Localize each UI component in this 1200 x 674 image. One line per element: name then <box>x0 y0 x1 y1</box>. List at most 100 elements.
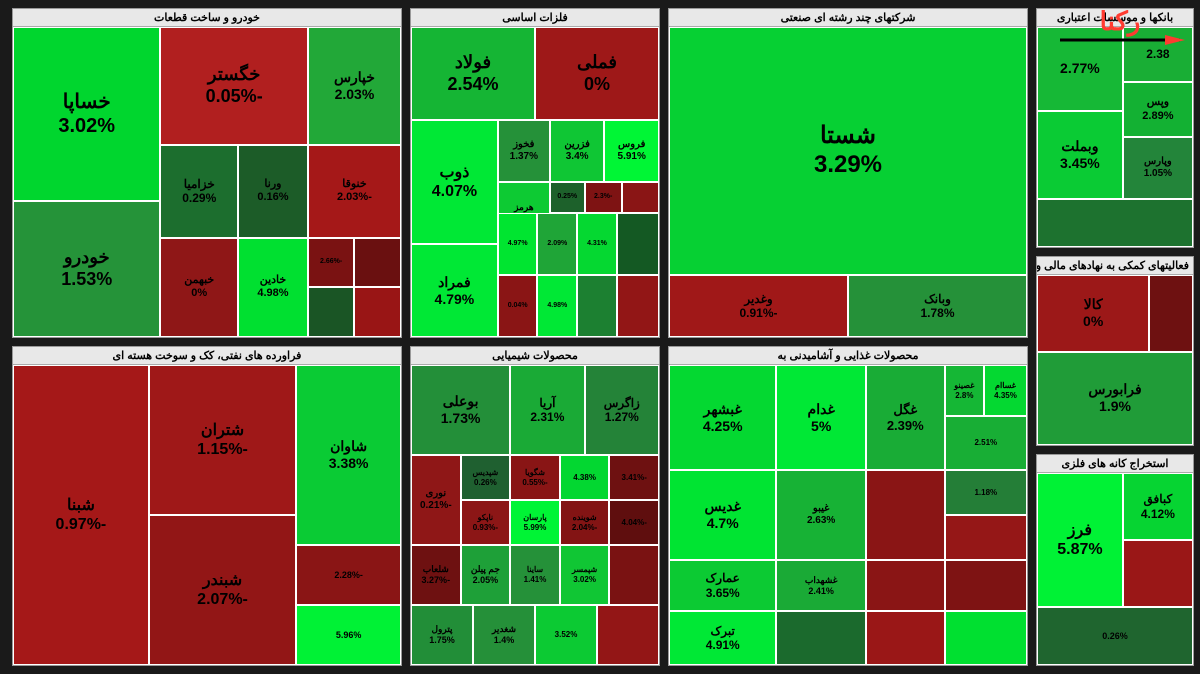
treemap-cell[interactable]: غگل2.39% <box>866 365 945 470</box>
treemap-cell[interactable] <box>354 238 401 288</box>
treemap-cell[interactable]: آریا2.31% <box>510 365 584 455</box>
treemap-cell[interactable]: -2.3% <box>585 182 622 213</box>
treemap-cell[interactable]: زاگرس1.27% <box>585 365 659 455</box>
treemap-cell[interactable]: -2.66% <box>308 238 355 288</box>
treemap-cell[interactable]: خگستر-0.05% <box>160 27 307 145</box>
treemap-cell[interactable]: شبنا-0.97% <box>13 365 149 665</box>
treemap-cell[interactable]: خبهمن0% <box>160 238 238 337</box>
treemap-cell[interactable]: شاوان3.38% <box>296 365 401 545</box>
treemap-cell[interactable]: وپارس1.05% <box>1123 137 1193 199</box>
treemap-cell[interactable]: 3.52% <box>535 605 597 665</box>
treemap-cell[interactable]: وپس2.89% <box>1123 82 1193 137</box>
treemap-cell[interactable]: خساپا3.02% <box>13 27 160 201</box>
treemap-cell[interactable]: غصینو2.8% <box>945 365 984 416</box>
treemap-cell[interactable] <box>597 605 659 665</box>
treemap-cell[interactable]: شبندر-2.07% <box>149 515 296 665</box>
treemap-cell[interactable]: کبافق4.12% <box>1123 473 1193 540</box>
treemap-cell[interactable] <box>1123 540 1193 607</box>
treemap-cell[interactable]: 5.96% <box>296 605 401 665</box>
treemap-cell[interactable] <box>609 545 659 605</box>
treemap-cell[interactable]: خادین4.98% <box>238 238 308 337</box>
treemap-cell[interactable] <box>945 611 1027 665</box>
treemap-cell[interactable]: غدام5% <box>776 365 866 470</box>
treemap-cell[interactable]: 4.38% <box>560 455 610 500</box>
treemap-cell[interactable]: شپدیس0.26% <box>461 455 511 500</box>
treemap-cell[interactable]: فولاد2.54% <box>411 27 535 120</box>
cell-percent: 5.91% <box>618 151 646 163</box>
treemap-cell[interactable] <box>577 275 617 337</box>
treemap-cell[interactable]: خنوقا-2.03% <box>308 145 401 238</box>
treemap-cell[interactable]: فزرین3.4% <box>550 120 605 182</box>
treemap-cell[interactable]: ذوب4.07% <box>411 120 498 244</box>
treemap-cell[interactable]: جم پیلن2.05% <box>461 545 511 605</box>
treemap-cell[interactable]: بوعلی1.73% <box>411 365 510 455</box>
treemap-cell[interactable]: 4.31% <box>577 213 617 275</box>
treemap-cell[interactable]: وبانک1.78% <box>848 275 1027 337</box>
treemap-cell[interactable]: خپارس2.03% <box>308 27 401 145</box>
treemap-cell[interactable] <box>617 275 659 337</box>
treemap-cell[interactable]: شگویا-0.55% <box>510 455 560 500</box>
treemap-cell[interactable]: وبملت3.45% <box>1037 111 1123 199</box>
treemap-cell[interactable]: شلعاب-3.27% <box>411 545 461 605</box>
treemap-cell[interactable]: 4.98% <box>537 275 577 337</box>
treemap-cell[interactable]: فرز5.87% <box>1037 473 1123 607</box>
treemap-cell[interactable] <box>945 515 1027 560</box>
treemap-cell[interactable]: شتران-1.15% <box>149 365 296 515</box>
treemap-cell[interactable] <box>866 611 945 665</box>
treemap-cell[interactable]: -3.41% <box>609 455 659 500</box>
sector-title: محصولات غذایی و آشامیدنی به <box>669 347 1027 365</box>
treemap-cell[interactable] <box>308 287 355 337</box>
treemap-cell[interactable]: فمراد4.79% <box>411 244 498 337</box>
treemap-cell[interactable]: شستا3.29% <box>669 27 1027 275</box>
cell-percent: 0.26% <box>1102 631 1128 642</box>
treemap-cell[interactable]: شغدیر1.4% <box>473 605 535 665</box>
treemap-cell[interactable]: فرابورس1.9% <box>1037 352 1193 446</box>
cell-percent: 1.78% <box>920 306 954 320</box>
treemap-cell[interactable]: خزامیا0.29% <box>160 145 238 238</box>
treemap-cell[interactable]: غساام4.35% <box>984 365 1027 416</box>
treemap-cell[interactable]: 1.18% <box>945 470 1027 515</box>
treemap-cell[interactable] <box>617 213 659 275</box>
treemap-cell[interactable]: خودرو1.53% <box>13 201 160 337</box>
treemap-cell[interactable]: فخوز1.37% <box>498 120 550 182</box>
treemap-cell[interactable]: تبرک4.91% <box>669 611 776 665</box>
treemap-cell[interactable]: -4.04% <box>609 500 659 545</box>
treemap-cell[interactable] <box>776 611 866 665</box>
treemap-cell[interactable]: ساینا1.41% <box>510 545 560 605</box>
treemap-cell[interactable]: فروس5.91% <box>604 120 659 182</box>
treemap-cell[interactable]: غبشهر4.25% <box>669 365 776 470</box>
treemap-cell[interactable] <box>866 560 945 611</box>
treemap-cell[interactable] <box>622 182 659 213</box>
cell-percent: 5.96% <box>336 630 362 641</box>
treemap-cell[interactable] <box>866 470 945 560</box>
treemap-cell[interactable] <box>1149 275 1193 352</box>
treemap-cell[interactable]: کالا0% <box>1037 275 1149 352</box>
treemap-cell[interactable] <box>1037 199 1193 247</box>
treemap-cell[interactable]: 2.51% <box>945 416 1027 470</box>
treemap-cell[interactable]: عمارک3.65% <box>669 560 776 611</box>
treemap-cell[interactable]: غیبو2.63% <box>776 470 866 560</box>
treemap-cell[interactable]: پترول1.75% <box>411 605 473 665</box>
treemap-cell[interactable]: ناپکو-0.93% <box>461 500 511 545</box>
treemap-cell[interactable]: نوری-0.21% <box>411 455 461 545</box>
cell-percent: 3.52% <box>555 630 578 640</box>
treemap-cell[interactable]: 4.97% <box>498 213 538 275</box>
treemap-cell[interactable]: فملی0% <box>535 27 659 120</box>
treemap-cell[interactable]: شوینده-2.04% <box>560 500 610 545</box>
treemap-cell[interactable] <box>354 287 401 337</box>
treemap-cell[interactable]: 2.09% <box>537 213 577 275</box>
treemap-cell[interactable]: 0.04% <box>498 275 538 337</box>
treemap-cell[interactable]: پارسان5.99% <box>510 500 560 545</box>
treemap-cell[interactable]: وغدیر-0.91% <box>669 275 848 337</box>
cell-percent: 2.63% <box>807 515 835 527</box>
treemap-cell[interactable]: شپمسر3.02% <box>560 545 610 605</box>
sector-panel: شرکتهای چند رشته ای صنعتیشستا3.29%وغدیر-… <box>668 8 1028 338</box>
treemap-cell[interactable]: -2.28% <box>296 545 401 605</box>
cell-symbol: خگستر <box>208 64 261 86</box>
treemap-cell[interactable]: ورنا0.16% <box>238 145 308 238</box>
treemap-cell[interactable] <box>945 560 1027 611</box>
treemap-cell[interactable]: غدیس4.7% <box>669 470 776 560</box>
treemap-cell[interactable]: 0.26% <box>1037 607 1193 665</box>
treemap-cell[interactable]: غشهداب2.41% <box>776 560 866 611</box>
treemap-cell[interactable]: 0.25% <box>550 182 585 213</box>
